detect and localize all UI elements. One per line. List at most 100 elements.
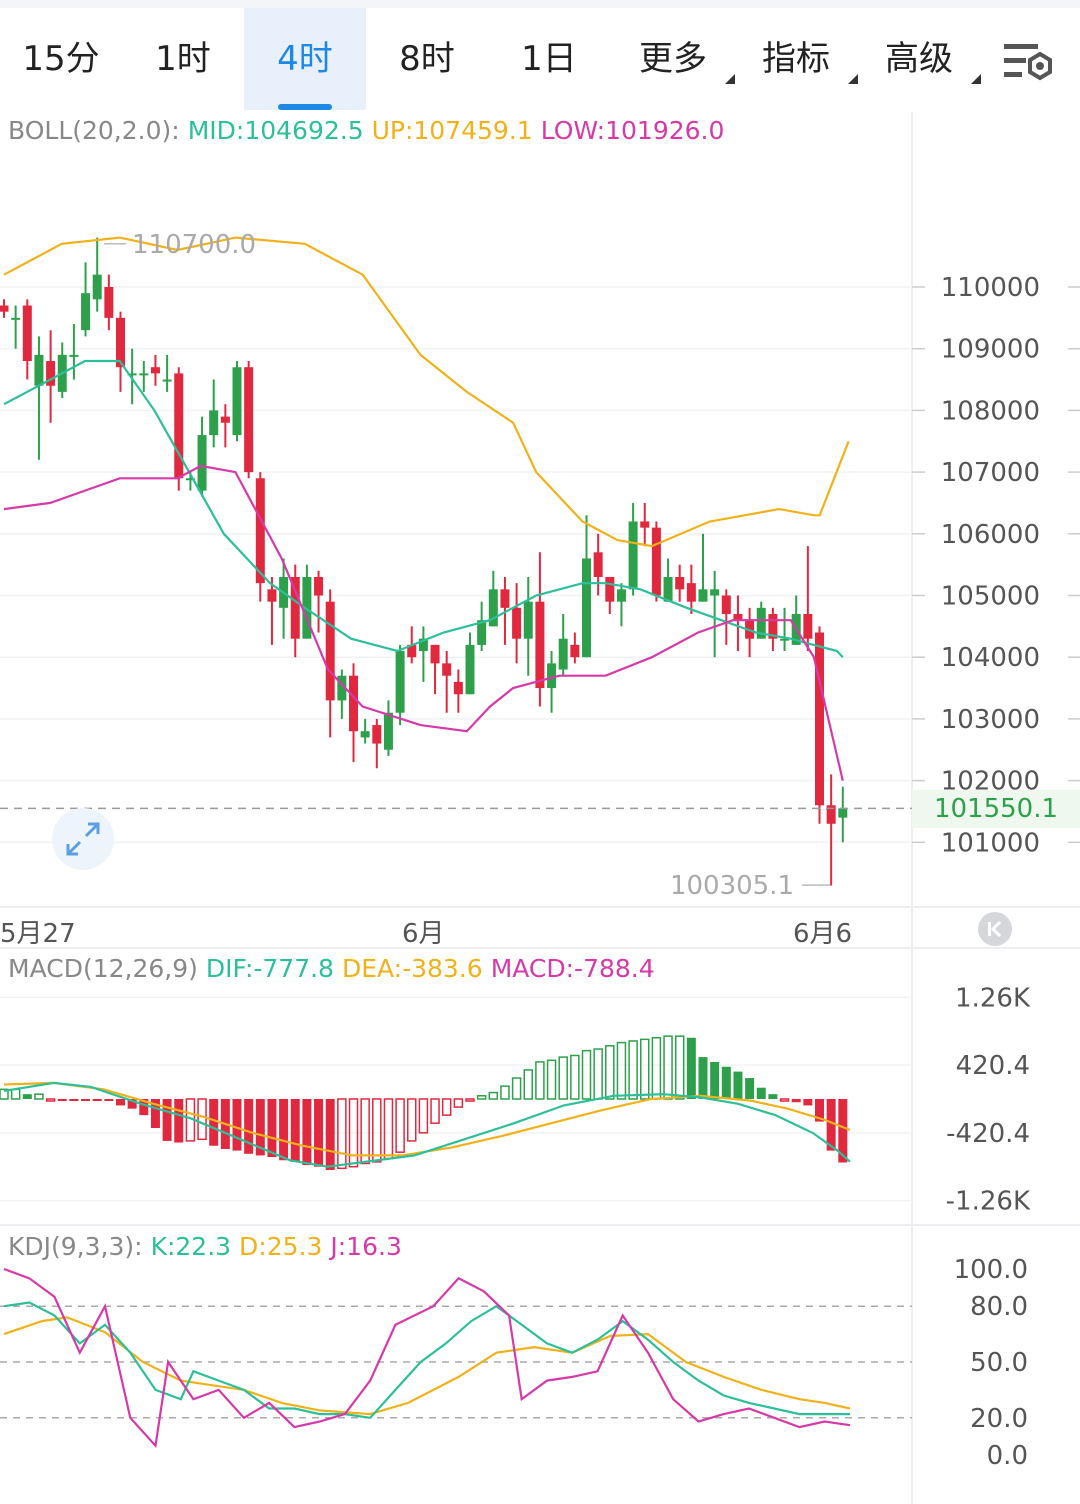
period-tab-bar: 15分 1时 4时 8时 1日 更多 指标 高级 [0,0,1080,110]
macd-histogram-bar [127,1099,137,1109]
low-price-label: 100305.1 [670,871,794,901]
candle-body [11,317,21,320]
macd-histogram-bar [430,1098,440,1124]
tab-more[interactable]: 更多 [625,8,735,110]
candle-body [34,354,44,386]
macd-dea-line [3,1081,851,1157]
candle-body [430,644,440,664]
macd-histogram-bar [139,1099,149,1116]
kdj-axis-label: 0.0 [987,1441,1028,1471]
candle-body [150,367,160,374]
candle-body [768,614,778,639]
macd-histogram-bar [733,1071,743,1099]
candle-body [593,552,603,577]
kdj-d: D:25.3 [239,1232,323,1261]
macd-histogram-bar [34,1093,44,1100]
candle-body [383,712,393,750]
macd-histogram-bar [116,1099,125,1106]
tab-indicators[interactable]: 指标 [748,8,858,110]
macd-histogram-bar [616,1041,627,1100]
tab-4h-label: 4时 [277,39,333,79]
candle-body [46,361,56,386]
macd-histogram-bar [535,1061,545,1100]
chevron-down-icon [848,74,858,84]
candle-body [686,583,696,602]
tab-15m[interactable]: 15分 [22,39,100,79]
candle-body [372,725,382,744]
macd-histogram-bar [511,1077,522,1100]
macd-histogram-bar [815,1099,824,1122]
macd-histogram-bar [104,1099,114,1101]
macd-axis-label: 1.26K [955,983,1031,1013]
macd-axis-label: 420.4 [956,1051,1030,1081]
price-axis-label: 105000 [941,582,1040,612]
chart-settings-icon[interactable] [1000,40,1056,88]
candle-body [267,589,277,602]
macd-histogram-bar [523,1069,533,1100]
macd-histogram-bar [92,1099,102,1101]
candle-body [605,576,615,602]
boll-lower-line [3,464,844,781]
macd-histogram-bar [209,1099,219,1146]
tab-4h[interactable]: 4时 [244,8,366,110]
macd-histogram-bar [244,1099,254,1154]
candle-body [477,620,487,645]
candle-body [512,607,522,639]
candle-body [663,576,673,602]
candle-body [185,478,195,481]
boll-mid-line [3,359,844,658]
candle-body [220,416,230,423]
macd-histogram-bar [162,1099,172,1141]
macd-histogram-bar [779,1098,790,1102]
price-axis-label: 107000 [941,458,1040,488]
boll-label: BOLL(20,2.0): [8,116,180,145]
tab-1d[interactable]: 1日 [521,39,577,79]
candle-body [616,589,626,602]
scroll-to-latest-icon[interactable] [978,912,1012,946]
macd-histogram-bar [57,1099,67,1101]
kdj-d-line [3,1316,851,1416]
macd-histogram-bar [407,1098,417,1142]
macd-histogram-bar [302,1099,312,1166]
macd-legend: MACD(12,26,9) DIF:-777.8 DEA:-383.6 MACD:-7… [8,954,663,983]
candle-body [838,808,848,818]
candle-body [756,607,766,639]
candle-body [139,373,149,376]
candle-body [628,521,638,590]
macd-dif: DIF:-777.8 [205,954,334,983]
tab-advanced-label: 高级 [885,39,953,79]
macd-histogram-bar [453,1098,464,1108]
candle-body [255,478,265,584]
macd-histogram-bar [197,1098,207,1141]
candle-body [69,354,79,357]
macd-histogram-bar [500,1085,510,1100]
macd-histogram-bar [546,1059,557,1100]
candle-body [488,589,498,627]
candle-body [360,731,370,738]
candle-body [803,614,813,639]
macd-histogram-bar [69,1099,79,1101]
candle-body [349,675,358,732]
candle-body [465,644,475,695]
boll-legend: BOLL(20,2.0): MID:104692.5 UP:107459.1 LOW:… [8,116,732,145]
macd-histogram-bar [721,1066,731,1099]
boll-mid: MID:104692.5 [187,116,364,145]
tab-1h[interactable]: 1时 [155,39,211,79]
expand-arrows-icon[interactable] [52,808,114,870]
macd-histogram-bar [791,1099,801,1103]
candle-body [302,576,312,639]
macd-histogram-bar [10,1088,21,1100]
candle-body [442,663,452,676]
candle-body [547,663,557,689]
candle-body [815,632,824,806]
candle-body [453,681,463,695]
tab-8h[interactable]: 8时 [399,39,455,79]
boll-upper-line [3,236,850,548]
macd-histogram-bar [232,1099,242,1151]
candle-body [640,521,650,528]
macd-histogram-bar [255,1099,265,1156]
macd-histogram-bar [838,1099,848,1163]
tab-advanced[interactable]: 高级 [871,8,981,110]
macd-histogram-bar [441,1098,452,1116]
